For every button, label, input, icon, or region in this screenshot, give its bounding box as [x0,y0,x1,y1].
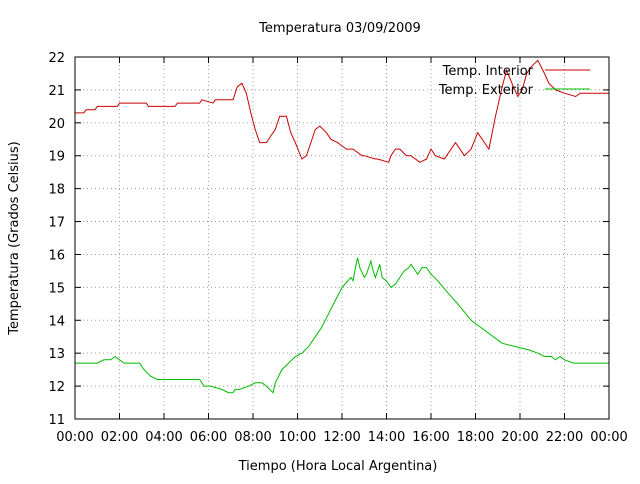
series-line-interior [75,59,609,163]
y-tick-label: 11 [48,413,65,428]
y-tick-label: 19 [48,150,65,165]
y-tick-label: 22 [48,51,65,66]
x-tick-label: 08:00 [234,430,271,445]
x-tick-label: 04:00 [145,430,182,445]
y-tick-label: 15 [48,281,65,296]
series-lines [75,59,609,394]
y-tick-label: 21 [48,84,65,99]
y-axis-label: Temperatura (Grados Celsius) [7,141,22,335]
legend-label: Temp. Exterior [438,83,534,98]
x-tick-label: 16:00 [412,430,449,445]
y-tick-label: 16 [48,248,65,263]
y-tick-label: 12 [48,380,65,395]
chart-title: Temperatura 03/09/2009 [258,21,421,36]
x-tick-label: 18:00 [457,430,494,445]
x-tick-label: 02:00 [101,430,138,445]
legend: Temp. Interior Temp. Exterior [438,64,590,98]
x-tick-label: 10:00 [279,430,316,445]
x-tick-label: 22:00 [546,430,583,445]
x-tick-label: 20:00 [501,430,538,445]
x-tick-label: 06:00 [190,430,227,445]
y-tick-label: 20 [48,117,65,132]
x-tick-label: 14:00 [368,430,405,445]
y-tick-label: 18 [48,183,65,198]
axis-ticks [74,56,610,420]
x-axis-label: Tiempo (Hora Local Argentina) [238,459,438,474]
y-tick-label: 13 [48,347,65,362]
tick-labels: 11 12 13 14 15 16 17 18 19 20 21 22 00:00 02:00 04:00 0… [48,51,627,445]
x-tick-label: 00:00 [590,430,627,445]
y-tick-label: 14 [48,314,65,329]
series-line-exterior [75,257,609,394]
y-tick-label: 17 [48,216,65,231]
legend-label: Temp. Interior [442,64,534,79]
gridlines [75,57,609,419]
x-tick-label: 00:00 [56,430,93,445]
x-tick-label: 12:00 [323,430,360,445]
